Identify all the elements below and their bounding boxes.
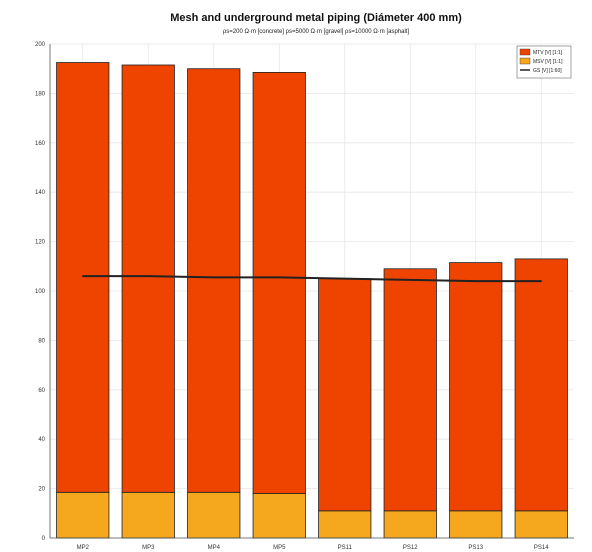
- chart-title: Mesh and underground metal piping (Diáme…: [170, 12, 462, 24]
- legend: MTV [V] [1:1] MSV [V] [1:1] GS [V] [1:60]: [516, 45, 572, 79]
- bar-segment-mp5-msv: [252, 493, 306, 539]
- x-tick-label: MP2: [77, 545, 90, 551]
- bar-segment-mp3-msv: [121, 491, 175, 539]
- x-tick-label: PS12: [403, 545, 418, 551]
- x-tick-label: PS13: [468, 545, 483, 551]
- line-point-gs: [81, 275, 84, 277]
- line-point-gs: [147, 275, 150, 277]
- y-tick-label: 200: [35, 42, 46, 48]
- bar-segment-ps11-msv: [318, 510, 372, 539]
- x-tick-label: MP3: [142, 545, 155, 551]
- y-tick-label: 80: [38, 338, 45, 344]
- bar-segment-mp2-mtv: [56, 62, 110, 493]
- legend-label-0: MTV [V] [1:1]: [533, 50, 563, 56]
- legend-label-1: MSV [V] [1:1]: [533, 59, 563, 65]
- y-tick-label: 140: [35, 190, 46, 196]
- bar-segment-mp3-mtv: [121, 64, 175, 493]
- bar-segment-ps12-msv: [383, 510, 437, 539]
- y-tick-label: 160: [35, 141, 46, 147]
- y-tick-label: 20: [38, 487, 45, 493]
- x-tick-label: PS14: [534, 545, 549, 551]
- bar-segment-ps14-msv: [514, 510, 568, 539]
- y-tick-label: 120: [35, 240, 46, 246]
- y-tick-label: 180: [35, 91, 46, 97]
- bar-segment-mp4-msv: [187, 491, 241, 539]
- legend-label-2: GS [V] [1:60]: [533, 68, 562, 74]
- line-point-gs: [474, 280, 477, 282]
- line-point-gs: [212, 276, 215, 279]
- axes: 0 20 40 60 80 100 120 140 160 180 200 MP2 MP3 MP4 MP5 P…: [35, 42, 574, 551]
- line-point-gs: [409, 279, 412, 281]
- bar-segment-mp4-mtv: [187, 68, 241, 493]
- bar-segment-mp2-msv: [56, 491, 110, 539]
- line-gs: [82, 275, 542, 283]
- legend-swatch-1: [519, 57, 531, 65]
- line-point-gs: [343, 277, 346, 280]
- y-tick-label: 100: [35, 289, 46, 295]
- line-point-gs: [540, 280, 543, 282]
- line-point-gs: [278, 276, 281, 279]
- bar-segment-ps13-mtv: [449, 262, 503, 512]
- bar-segment-mp5-mtv: [252, 72, 306, 494]
- bar-segment-ps13-msv: [449, 510, 503, 539]
- bar-segment-ps12-mtv: [383, 268, 437, 512]
- y-tick-label: 60: [38, 388, 45, 394]
- bars: [56, 62, 568, 539]
- bar-segment-ps14-mtv: [514, 258, 568, 512]
- y-tick-label: 0: [42, 536, 46, 542]
- legend-swatch-0: [519, 48, 531, 56]
- bar-segment-ps11-mtv: [318, 278, 372, 512]
- x-tick-label: MP4: [208, 545, 221, 551]
- x-tick-label: MP5: [273, 545, 286, 551]
- chart-subtitle: ρs=200 Ω·m [concrete] ρs=5000 Ω·m [grave…: [223, 29, 410, 35]
- x-tick-label: PS11: [338, 545, 353, 551]
- y-tick-label: 40: [38, 437, 45, 443]
- line-series: [81, 275, 543, 283]
